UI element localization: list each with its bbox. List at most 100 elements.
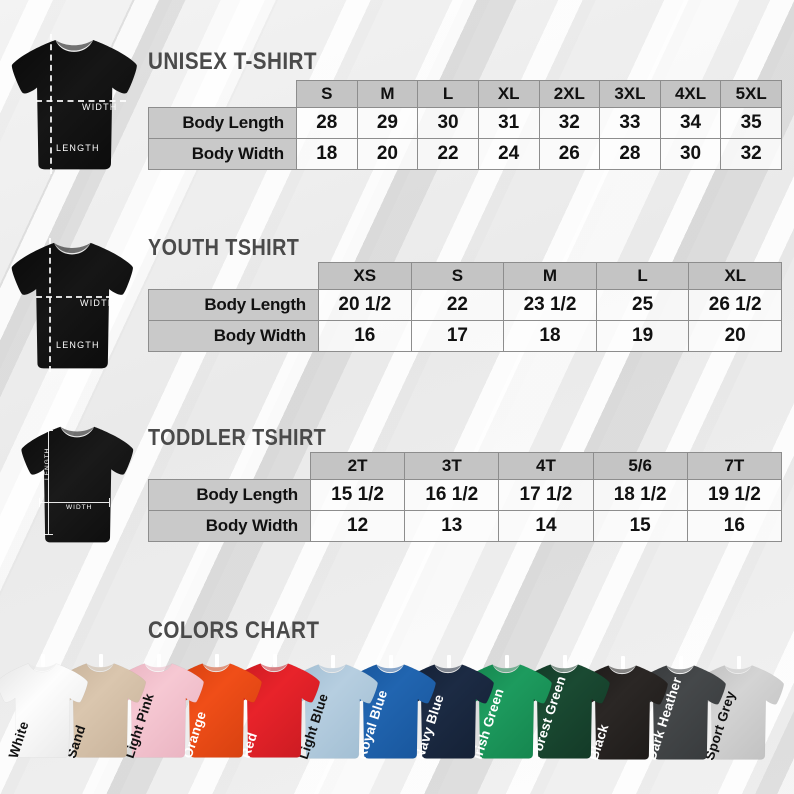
table-cell: 16 1/2 [404, 479, 500, 511]
shirt-width-label: WIDTH [66, 504, 93, 511]
table-col-header: 5XL [720, 80, 782, 108]
table-cell: 30 [417, 107, 479, 139]
table-row-label: Body Width [148, 510, 311, 542]
section-title-toddler: TODDLER TSHIRT [148, 424, 327, 450]
shirt-width-label: WIDTH [82, 102, 118, 112]
table-cell: 18 1/2 [592, 479, 688, 511]
table-cell: 24 [477, 138, 540, 170]
collar-tag-icon [157, 654, 161, 667]
table-cell: 20 [688, 320, 782, 352]
table-cell: 12 [309, 510, 406, 542]
table-cell: 19 [595, 320, 690, 352]
table-cell: 28 [599, 138, 661, 170]
table-col-header: XL [477, 80, 540, 108]
collar-tag-icon [563, 655, 567, 669]
table-cell: 26 [538, 138, 601, 170]
table-cell: 13 [404, 510, 500, 542]
table-col-header: 4T [498, 452, 594, 480]
table-cell: 30 [659, 138, 722, 170]
table-cell: 33 [599, 107, 661, 139]
collar-tag-icon [331, 654, 335, 668]
shirt-width-label: WIDTH [80, 298, 116, 308]
table-col-header: M [356, 80, 419, 108]
table-row: Body Width 18 20 22 24 26 28 30 32 [148, 138, 782, 170]
length-arrow-top [44, 430, 53, 431]
table-col-header: 3T [404, 452, 500, 480]
table-row-label: Body Length [148, 107, 297, 139]
table-col-header: 3XL [599, 80, 661, 108]
table-col-header: S [296, 80, 358, 108]
table-corner-cell [149, 263, 319, 290]
width-arrow-left [39, 498, 40, 507]
width-measure-line [36, 296, 122, 298]
table-cell: 18 [503, 320, 597, 352]
table-row: Body Length 15 1/2 16 1/2 17 1/2 18 1/2 19 1/… [148, 479, 783, 511]
length-measure-line [49, 238, 51, 372]
table-col-header: XL [688, 262, 782, 290]
table-row: Body Width 16 17 18 19 20 [148, 320, 782, 352]
table-col-header: L [595, 262, 690, 290]
table-corner-cell [149, 453, 311, 480]
color-swatch-shirt: White [0, 649, 90, 776]
toddler-size-table: 2T 3T 4T 5/6 7T Body Length 15 1/2 16 1/2 17 1/2… [148, 452, 783, 542]
table-cell: 16 [686, 510, 783, 542]
table-cell: 31 [477, 107, 540, 139]
table-col-header: S [410, 262, 505, 290]
table-row-label: Body Length [148, 479, 311, 511]
table-cell: 32 [538, 107, 601, 139]
table-row: Body Width 12 13 14 15 16 [148, 510, 783, 542]
table-cell: 29 [356, 107, 419, 139]
width-arrow-right [109, 498, 110, 507]
width-measure-line [36, 100, 126, 102]
table-cell: 35 [720, 107, 782, 139]
table-cell: 22 [410, 289, 505, 321]
table-row: Body Length 20 1/2 22 23 1/2 25 26 1/2 [148, 289, 782, 321]
table-cell: 16 [318, 320, 412, 352]
length-measure-line [48, 430, 49, 534]
table-cell: 17 [410, 320, 505, 352]
colors-chart-swatches: White Sand Light Pink Orange Red Light Blue Ro… [0, 640, 794, 794]
table-cell: 22 [417, 138, 479, 170]
shirt-length-label: LENGTH [44, 447, 51, 480]
table-row: Body Length 28 29 30 31 32 33 34 35 [148, 107, 782, 139]
table-cell: 23 1/2 [503, 289, 597, 321]
table-col-header: L [417, 80, 479, 108]
length-arrow-bottom [44, 534, 53, 535]
collar-tag-icon [505, 655, 509, 669]
collar-tag-icon [737, 656, 741, 669]
table-cell: 15 1/2 [309, 479, 406, 511]
table-col-header: 4XL [659, 80, 722, 108]
youth-size-table: XS S M L XL Body Length 20 1/2 22 23 1/2 25 26 1/2… [148, 262, 782, 352]
collar-tag-icon [99, 653, 103, 667]
colors-chart-title: COLORS CHART [148, 617, 320, 644]
shirt-length-label: LENGTH [56, 340, 100, 350]
table-cell: 17 1/2 [498, 479, 594, 511]
table-cell: 20 1/2 [318, 289, 412, 321]
table-cell: 20 [356, 138, 419, 170]
collar-tag-icon [215, 654, 219, 668]
collar-tag-icon [621, 655, 625, 669]
table-cell: 25 [595, 289, 690, 321]
table-row-label: Body Width [148, 320, 319, 352]
table-cell: 26 1/2 [688, 289, 782, 321]
table-cell: 15 [592, 510, 688, 542]
table-col-header: XS [318, 262, 412, 290]
table-cell: 18 [296, 138, 358, 170]
table-cell: 32 [720, 138, 782, 170]
unisex-tshirt-illustration: WIDTH LENGTH [8, 28, 140, 180]
table-cell: 28 [296, 107, 358, 139]
collar-tag-icon [389, 654, 393, 668]
section-title-youth: YOUTH TSHIRT [148, 234, 300, 260]
collar-tag-icon [679, 655, 683, 669]
table-row-label: Body Width [148, 138, 297, 170]
table-col-header: M [503, 262, 597, 290]
length-measure-line [50, 34, 52, 174]
youth-tshirt-illustration: WIDTH LENGTH [8, 232, 136, 378]
table-col-header: 2XL [538, 80, 601, 108]
table-col-header: 7T [686, 452, 783, 480]
shirt-length-label: LENGTH [56, 143, 100, 153]
table-corner-cell [149, 81, 297, 108]
table-col-header: 5/6 [592, 452, 688, 480]
table-cell: 14 [498, 510, 594, 542]
